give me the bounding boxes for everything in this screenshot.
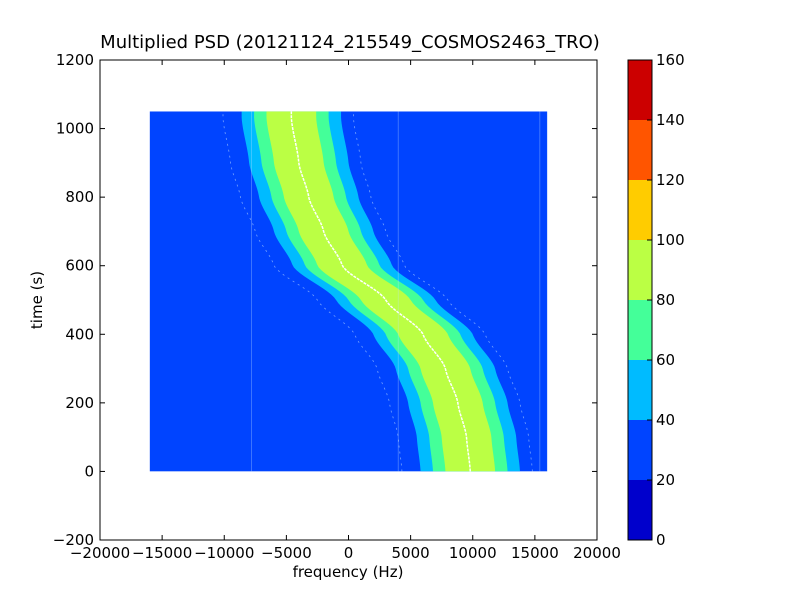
signal-peak-line (290, 111, 472, 472)
spur-trace-0 (222, 111, 403, 472)
x-tick-label: −15000 (132, 544, 192, 562)
x-tick-label: −5000 (261, 544, 312, 562)
y-tick-label: 800 (65, 188, 94, 206)
signal-band-2 (266, 111, 496, 472)
colorbar: 0 20 40 60 80 100 120 140 160 (627, 51, 685, 549)
y-tick-label: 1000 (56, 120, 94, 138)
colorbar-level-5 (628, 180, 652, 240)
colorbar-level-2 (628, 360, 652, 420)
spur-trace-1 (353, 111, 533, 472)
y-tick-label: 1200 (56, 51, 94, 69)
heatmap-layer (149, 111, 548, 472)
x-tick-label: 20000 (573, 544, 621, 562)
colorbar-level-6 (628, 120, 652, 180)
colorbar-level-4 (628, 240, 652, 300)
colorbar-tick-label: 100 (656, 231, 685, 249)
x-axis: −20000 −15000 −10000 −5000 0 5000 10000 15000 20… (70, 60, 621, 562)
y-tick-label: 600 (65, 257, 94, 275)
x-axis-label: frequency (Hz) (293, 563, 404, 581)
colorbar-tick-label: 60 (656, 351, 675, 369)
y-axis-label: time (s) (28, 271, 46, 329)
colorbar-tick-label: 80 (656, 291, 675, 309)
y-axis: −200 0 200 400 600 800 1000 1200 (53, 51, 597, 549)
colorbar-level-3 (628, 300, 652, 360)
y-tick-label: 400 (65, 325, 94, 343)
x-tick-label: 10000 (449, 544, 497, 562)
colorbar-level-0 (628, 480, 652, 540)
y-tick-label: 200 (65, 394, 94, 412)
x-tick-label: 15000 (511, 544, 559, 562)
colorbar-tick-label: 120 (656, 171, 685, 189)
x-tick-label: −10000 (194, 544, 254, 562)
colorbar-tick-label: 160 (656, 51, 685, 69)
colorbar-tick-label: 140 (656, 111, 685, 129)
colorbar-tick-label: 20 (656, 471, 675, 489)
x-tick-label: 5000 (392, 544, 430, 562)
y-tick-label: 0 (84, 462, 94, 480)
colorbar-tick-label: 40 (656, 411, 675, 429)
x-tick-label: −20000 (70, 544, 130, 562)
colorbar-level-7 (628, 60, 652, 120)
colorbar-level-1 (628, 420, 652, 480)
chart-title: Multiplied PSD (20121124_215549_COSMOS24… (100, 32, 600, 53)
x-tick-label: 0 (344, 544, 354, 562)
y-tick-label: −200 (53, 531, 94, 549)
colorbar-tick-label: 0 (656, 531, 666, 549)
